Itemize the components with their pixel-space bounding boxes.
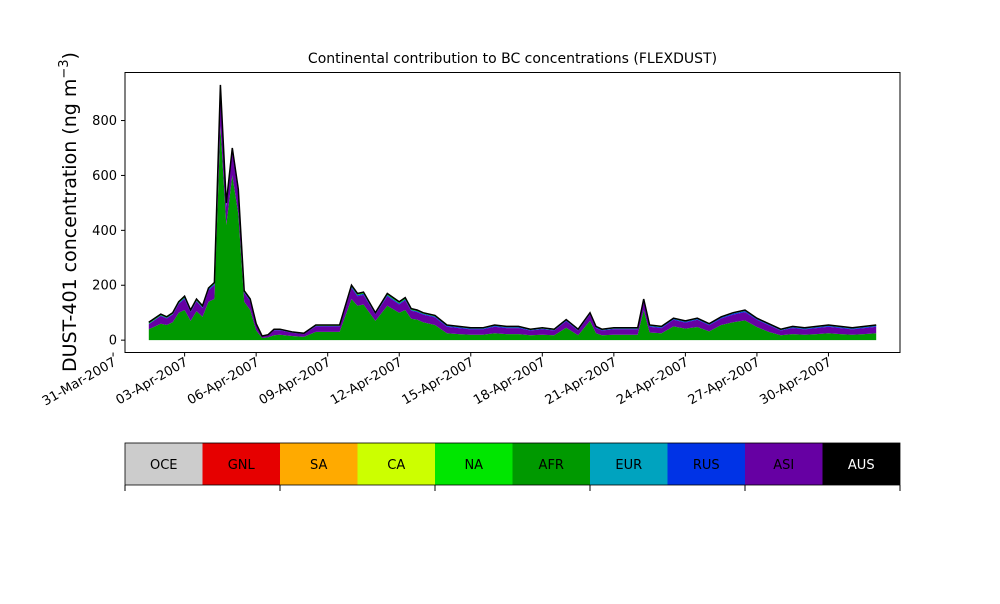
x-tick-label: 15-Apr-2007 xyxy=(400,355,477,408)
area-rus xyxy=(148,89,877,337)
legend-swatch-sa xyxy=(280,443,358,485)
area-na xyxy=(148,88,877,337)
x-tick-label: 24-Apr-2007 xyxy=(614,355,691,408)
y-axis: 0 200 400 600 800 xyxy=(92,114,125,349)
legend-swatch-gnl xyxy=(202,443,280,485)
y-tick-label: 800 xyxy=(92,114,117,129)
chart-title: Continental contribution to BC concentra… xyxy=(308,51,717,67)
x-tick-label: 27-Apr-2007 xyxy=(686,355,763,408)
legend-swatch-na xyxy=(435,443,513,485)
area-afr xyxy=(148,126,877,341)
legend-swatch-eur xyxy=(590,443,668,485)
legend-swatch-afr xyxy=(512,443,590,485)
legend-label-afr: AFR xyxy=(539,458,564,473)
legend-swatch-rus xyxy=(667,443,745,485)
x-tick-label: 12-Apr-2007 xyxy=(328,355,405,408)
legend-label-ca: CA xyxy=(387,458,405,473)
y-axis-label: DUST-401 concentration (ng m−3) xyxy=(57,52,81,372)
y-tick-label: 600 xyxy=(92,169,117,184)
legend-swatch-ca xyxy=(357,443,435,485)
y-axis-label-main: DUST-401 concentration (ng m xyxy=(59,79,81,372)
legend-swatch-aus xyxy=(822,443,900,485)
x-tick-label: 18-Apr-2007 xyxy=(471,355,548,408)
x-tick-label: 03-Apr-2007 xyxy=(113,355,190,408)
legend-label-sa: SA xyxy=(310,458,327,473)
legend-frame xyxy=(124,442,901,486)
legend-label-eur: EUR xyxy=(615,458,642,473)
x-tick-label: 21-Apr-2007 xyxy=(543,355,620,408)
total-line xyxy=(148,84,877,337)
legend-label-asi: ASI xyxy=(773,458,794,473)
legend-label-na: NA xyxy=(464,458,483,473)
legend-label-gnl: GNL xyxy=(228,458,256,473)
y-tick-label: 0 xyxy=(109,334,117,349)
area-aus xyxy=(148,84,877,337)
area-asi xyxy=(148,93,877,338)
y-tick-label: 400 xyxy=(92,224,117,239)
y-axis-label-exponent: −3 xyxy=(57,59,72,78)
x-axis: 31-Mar-200703-Apr-200706-Apr-200709-Apr-… xyxy=(40,352,834,409)
plot-frame xyxy=(124,72,901,353)
legend-label-aus: AUS xyxy=(848,458,875,473)
x-tick-label: 09-Apr-2007 xyxy=(257,355,334,408)
legend-label-rus: RUS xyxy=(693,458,720,473)
x-tick-label: 06-Apr-2007 xyxy=(185,355,262,408)
legend-label-oce: OCE xyxy=(150,458,178,473)
plot-area xyxy=(148,84,877,341)
x-tick-label: 30-Apr-2007 xyxy=(757,355,834,408)
legend: OCE GNL SA CA NA AFR EUR RUS ASI AUS xyxy=(124,442,901,491)
legend-swatch-asi xyxy=(745,443,823,485)
y-tick-label: 200 xyxy=(92,279,117,294)
y-axis-label-close: ) xyxy=(59,52,81,59)
legend-swatch-oce xyxy=(125,443,203,485)
